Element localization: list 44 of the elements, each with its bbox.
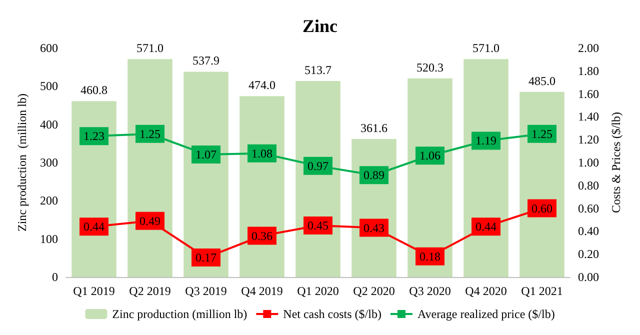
data-label: 460.8 [80, 83, 108, 98]
y-tick-label: 600 [40, 41, 58, 55]
y-tick-label: 0 [52, 270, 58, 284]
y-tick-label: 500 [40, 79, 58, 94]
x-tick-label: Q4 2019 [241, 284, 283, 298]
y2-tick-label: 0.20 [578, 247, 599, 262]
legend-label: Zinc production (million lb) [112, 307, 248, 321]
y2-tick-label: 1.00 [578, 156, 599, 170]
y2-tick-label: 0.00 [578, 270, 599, 284]
y2-tick-label: 0.40 [578, 224, 599, 238]
data-label: 485.0 [528, 74, 556, 88]
y2-axis-title: Costs & Prices ($/lb) [609, 112, 623, 213]
x-tick-label: Q3 2019 [185, 284, 227, 298]
y-axis-title: Zinc production (million lb) [15, 94, 29, 232]
y2-tick-label: 0.60 [578, 201, 599, 216]
x-tick-label: Q3 2020 [409, 284, 451, 298]
y-tick-label: 100 [40, 232, 58, 246]
bar [128, 59, 172, 277]
data-label: 361.6 [360, 120, 388, 135]
data-label: 520.3 [416, 60, 444, 74]
x-tick-label: Q4 2020 [465, 284, 507, 298]
y2-tick-label: 2.00 [578, 41, 599, 55]
data-label: 537.9 [192, 54, 220, 68]
y-tick-label: 300 [40, 156, 58, 170]
x-tick-label: Q1 2020 [297, 284, 339, 298]
y2-tick-label: 1.20 [578, 132, 599, 147]
y-tick-label: 400 [40, 117, 58, 132]
y2-tick-label: 1.80 [578, 64, 599, 78]
bar [296, 80, 340, 277]
chart-title: Zinc [302, 16, 338, 36]
y2-tick-label: 1.60 [578, 86, 599, 101]
data-label: 571.0 [136, 41, 164, 56]
legend-label: Net cash costs ($/lb) [283, 307, 382, 321]
y2-tick-label: 1.40 [578, 110, 599, 124]
data-label: 571.0 [472, 41, 500, 56]
x-tick-label: Q1 2019 [73, 284, 115, 298]
y2-tick-label: 0.80 [578, 178, 599, 192]
data-label: 474.0 [248, 78, 276, 92]
y-tick-label: 200 [40, 194, 58, 208]
x-tick-label: Q1 2021 [521, 284, 563, 298]
x-tick-label: Q2 2019 [129, 284, 171, 298]
data-label: 513.7 [304, 62, 332, 77]
legend-label: Average realized price ($/lb) [417, 307, 555, 321]
x-tick-label: Q2 2020 [353, 284, 395, 298]
